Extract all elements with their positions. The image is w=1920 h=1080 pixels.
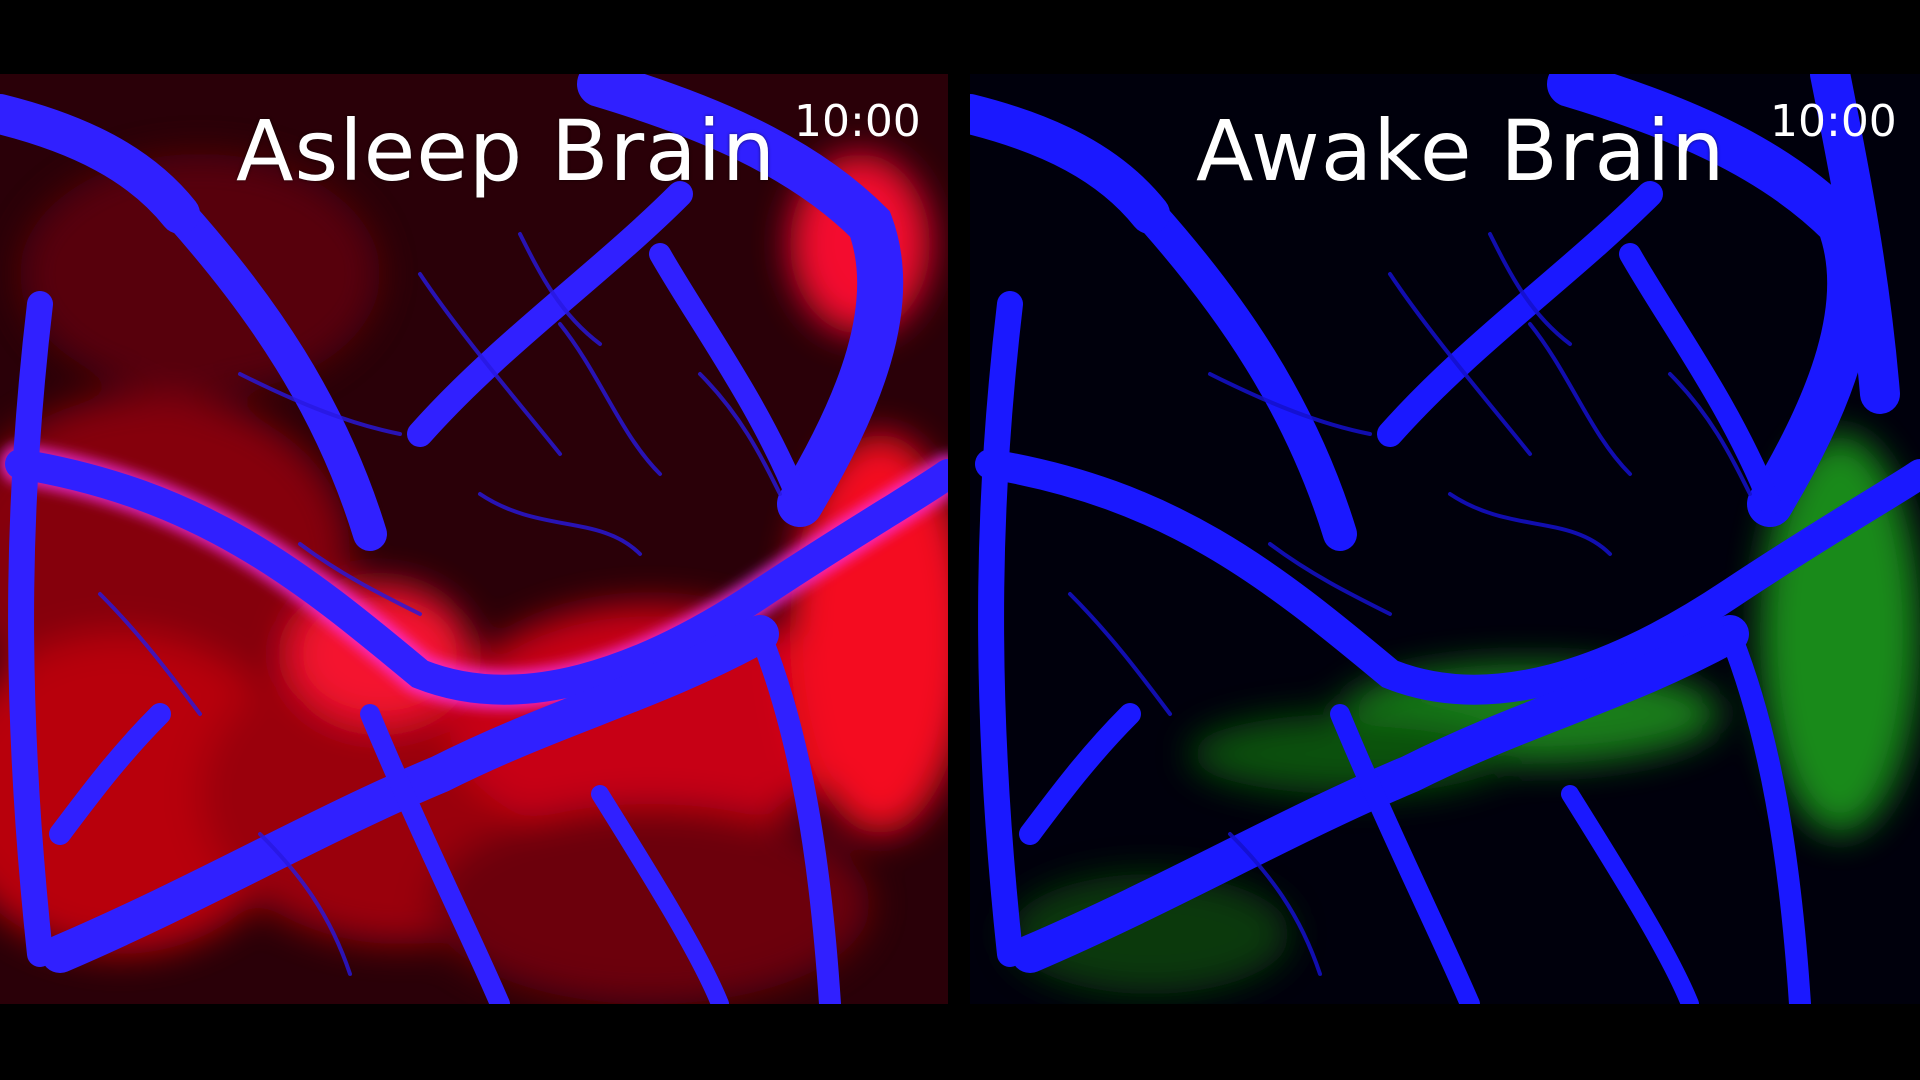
timestamp: 10:00 (794, 96, 921, 147)
awake-brain-panel: Awake Brain 10:00 (970, 74, 1920, 1004)
panel-title: Awake Brain (1196, 102, 1726, 200)
timestamp: 10:00 (1770, 96, 1897, 147)
vessel-network (0, 74, 948, 1004)
panel-title: Asleep Brain (236, 102, 777, 200)
asleep-brain-panel: Asleep Brain 10:00 (0, 74, 948, 1004)
vessel-network (970, 74, 1920, 1004)
asleep-brain-image (0, 74, 948, 1004)
awake-brain-image (970, 74, 1920, 1004)
